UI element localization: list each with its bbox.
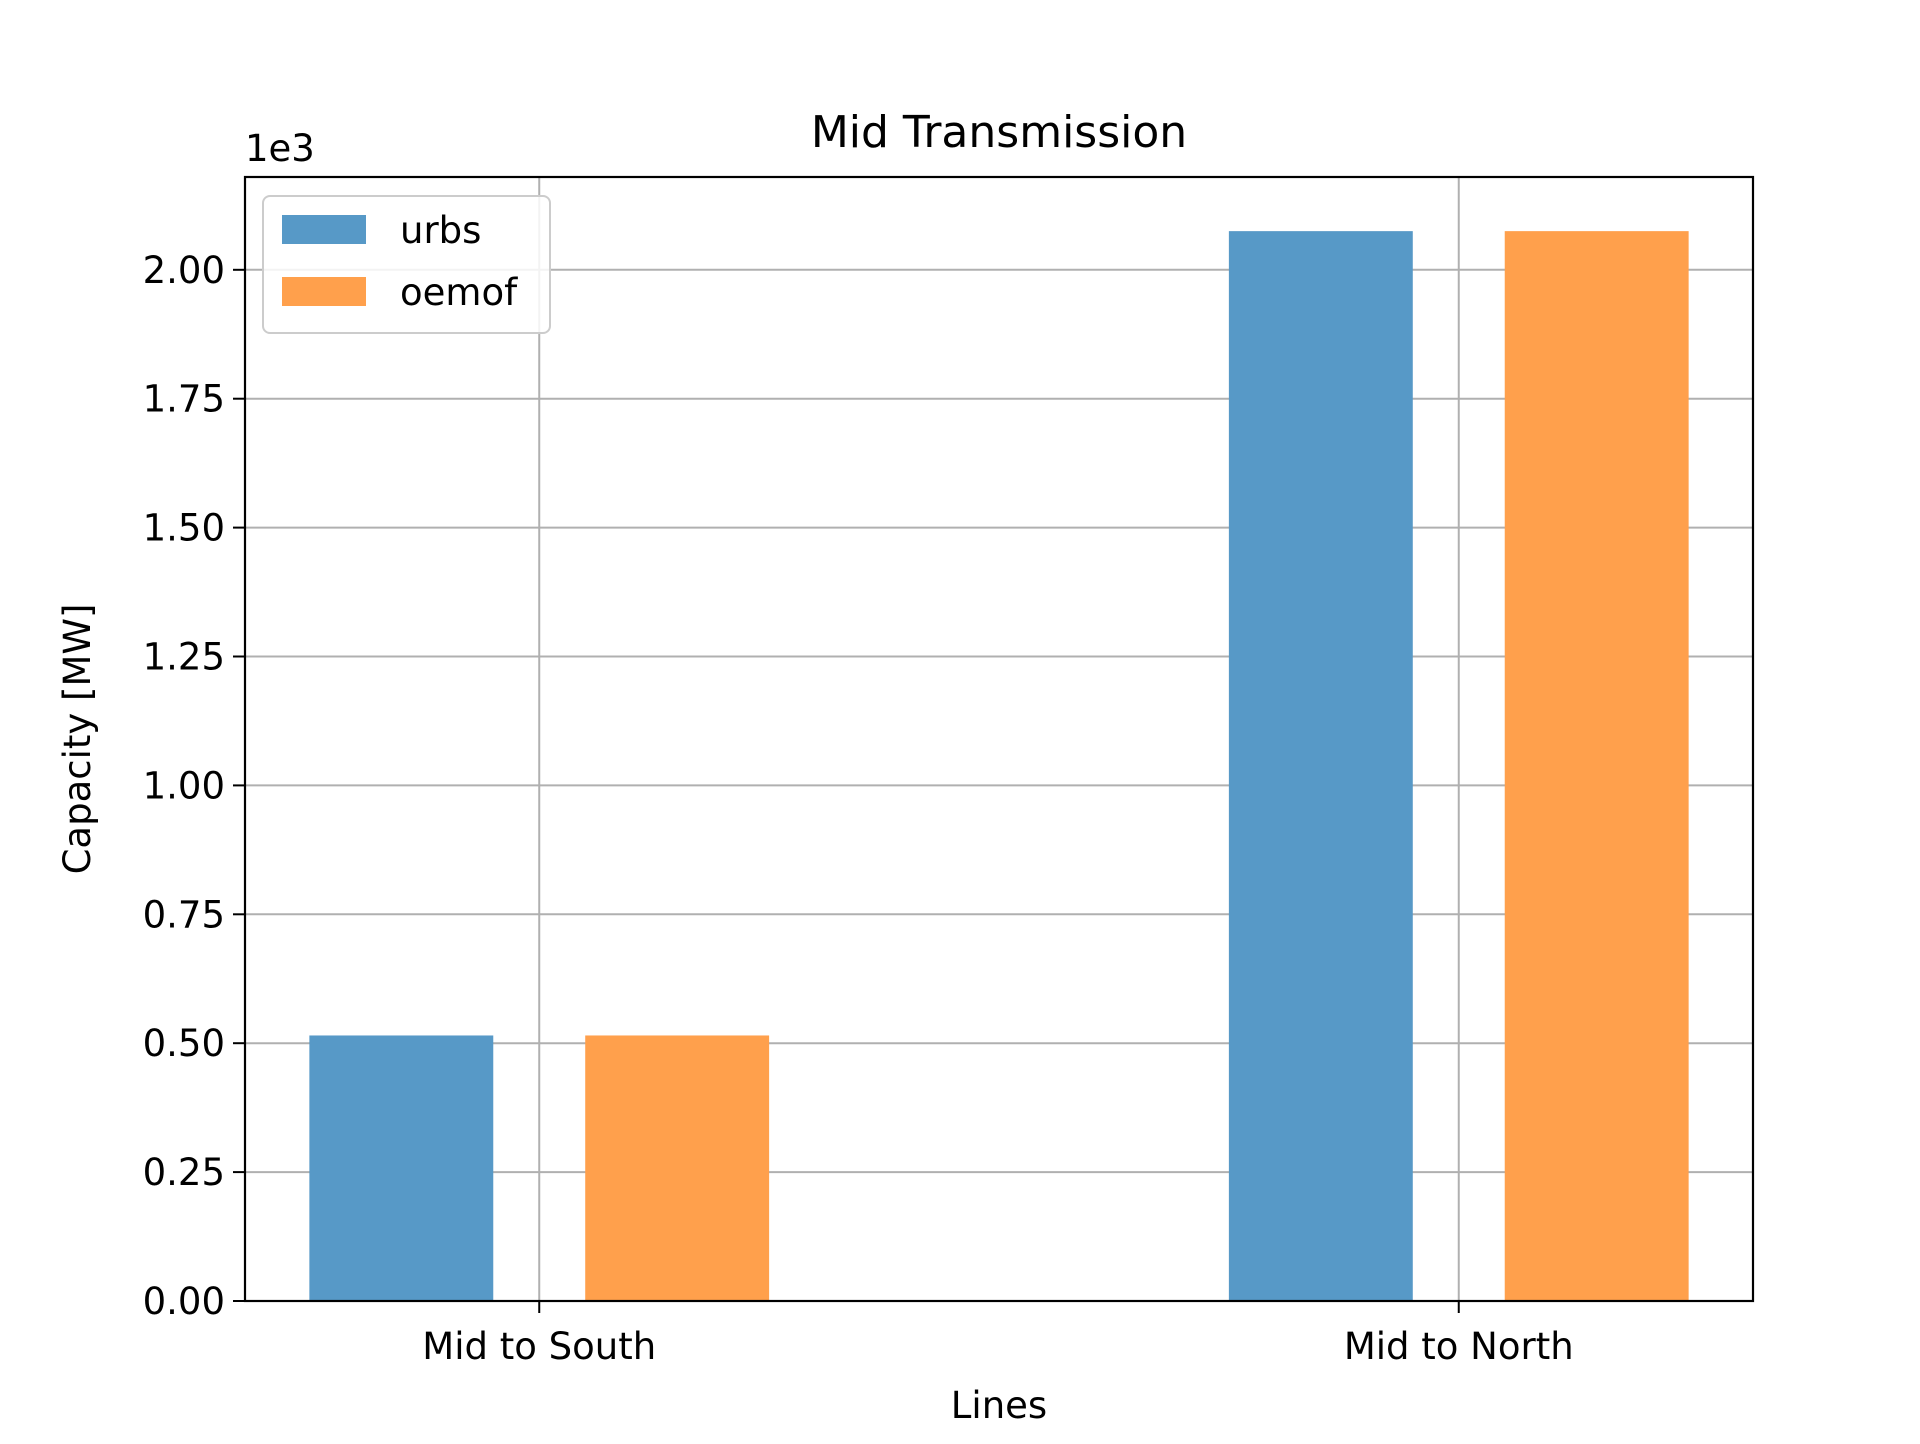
y-tick-label: 0.25 <box>143 1151 225 1194</box>
legend-label-oemof: oemof <box>400 271 518 314</box>
axis-ticks: 0.00 0.25 0.50 0.75 1.00 1.25 1.50 1.75 2.00 Mid … <box>143 249 1574 1368</box>
y-tick-label: 1.00 <box>143 764 225 807</box>
bar-urbs-1 <box>1228 231 1413 1302</box>
x-axis-label: Lines <box>951 1384 1047 1427</box>
x-tick-label: Mid to North <box>1344 1325 1574 1368</box>
legend-swatch-oemof <box>282 277 366 306</box>
bar-urbs-0 <box>309 1035 494 1301</box>
y-tick-label: 1.50 <box>143 507 225 550</box>
legend-label-urbs: urbs <box>400 209 481 252</box>
bars <box>309 231 1689 1302</box>
legend-swatch-urbs <box>282 215 366 244</box>
y-axis-offset-label: 1e3 <box>245 127 315 170</box>
y-tick-label: 0.00 <box>143 1280 225 1323</box>
y-tick-label: 0.50 <box>143 1022 225 1065</box>
y-tick-label: 0.75 <box>143 893 225 936</box>
y-tick-label: 1.25 <box>143 636 225 679</box>
plot-frame <box>243 175 1755 1303</box>
bar-oemof-1 <box>1504 231 1689 1302</box>
bar-oemof-0 <box>585 1035 770 1301</box>
y-tick-label: 1.75 <box>143 378 225 421</box>
x-tick-label: Mid to South <box>422 1325 656 1368</box>
y-tick-label: 2.00 <box>143 249 225 292</box>
chart-title: Mid Transmission <box>811 107 1187 158</box>
legend: urbs oemof <box>262 195 551 334</box>
y-axis-label: Capacity [MW] <box>56 604 99 875</box>
